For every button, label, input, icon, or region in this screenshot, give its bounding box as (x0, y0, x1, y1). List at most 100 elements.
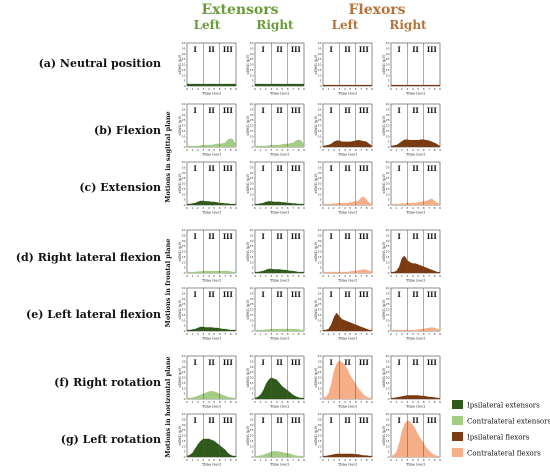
x-tick-label: 5 (349, 87, 351, 91)
y-tick-label: 35 (318, 165, 322, 169)
legend-label-ipsi-flex: Ipsilateral flexors (467, 434, 530, 442)
y-tick-label: 25 (386, 428, 390, 432)
x-tick-label: 0 (186, 274, 188, 278)
x-tick-label: 7 (292, 206, 294, 210)
y-tick-label: 20 (182, 308, 186, 312)
y-axis-label: sEMG (μV) (314, 115, 318, 135)
phase-label: I (262, 358, 265, 367)
y-tick-label: 40 (318, 228, 322, 232)
x-tick-label: 6 (287, 274, 289, 278)
x-tick-label: 1 (327, 400, 329, 404)
x-tick-label: 9 (439, 458, 441, 462)
emg-area-series (255, 139, 304, 147)
y-tick-label: 0 (388, 455, 390, 459)
emg-area-series (391, 420, 440, 457)
x-tick-label: 9 (303, 148, 305, 152)
x-tick-label: 6 (219, 206, 221, 210)
y-tick-label: 15 (386, 313, 390, 317)
x-tick-label: 9 (439, 400, 441, 404)
x-tick-label: 0 (390, 148, 392, 152)
y-tick-label: 10 (250, 73, 254, 77)
y-tick-label: 10 (386, 318, 390, 322)
y-tick-label: 5 (388, 324, 390, 328)
emg-area-series (323, 196, 372, 205)
y-tick-label: 25 (182, 370, 186, 374)
y-tick-label: 25 (318, 370, 322, 374)
y-axis-label: sEMG (μV) (382, 173, 386, 193)
x-tick-label: 4 (344, 400, 346, 404)
x-tick-label: 3 (406, 274, 408, 278)
y-tick-label: 35 (250, 233, 254, 237)
x-axis-label: Time (sec) (202, 279, 222, 283)
x-tick-label: 4 (276, 458, 278, 462)
y-tick-label: 15 (318, 313, 322, 317)
x-tick-label: 2 (401, 87, 403, 91)
phase-label: I (398, 358, 401, 367)
phase-label: I (194, 416, 197, 425)
x-tick-label: 2 (333, 458, 335, 462)
x-tick-label: 7 (360, 400, 362, 404)
phase-label: II (208, 106, 215, 115)
x-tick-label: 3 (202, 332, 204, 336)
legend-swatch-ipsi-flex (452, 432, 463, 441)
x-tick-label: 8 (434, 206, 436, 210)
x-tick-label: 0 (186, 206, 188, 210)
emg-area-series (391, 139, 440, 147)
panel-frame (254, 413, 305, 458)
phase-label: I (330, 232, 333, 241)
y-tick-label: 15 (386, 381, 390, 385)
x-tick-label: 9 (371, 148, 373, 152)
y-tick-label: 5 (320, 79, 322, 83)
x-tick-label: 1 (191, 458, 193, 462)
x-tick-label: 4 (412, 148, 414, 152)
phase-label: II (412, 416, 419, 425)
y-tick-label: 0 (320, 203, 322, 207)
x-tick-label: 4 (344, 458, 346, 462)
phase-label: III (427, 164, 437, 173)
phase-label: III (427, 45, 437, 54)
y-axis-label: sEMG (μV) (178, 299, 182, 319)
emg-area-series (391, 255, 440, 273)
x-tick-label: 4 (208, 87, 210, 91)
x-tick-label: 2 (197, 274, 199, 278)
y-tick-label: 10 (250, 260, 254, 264)
x-tick-label: 6 (355, 148, 357, 152)
y-tick-label: 0 (388, 397, 390, 401)
x-tick-label: 7 (360, 274, 362, 278)
y-tick-label: 15 (250, 313, 254, 317)
phase-label: II (344, 358, 351, 367)
x-tick-label: 5 (349, 148, 351, 152)
x-tick-label: 8 (434, 148, 436, 152)
phase-label: I (262, 416, 265, 425)
phase-label: III (427, 358, 437, 367)
x-tick-label: 4 (344, 87, 346, 91)
y-tick-label: 30 (182, 171, 186, 175)
x-tick-label: 2 (265, 274, 267, 278)
y-axis-label: sEMG (μV) (314, 425, 318, 445)
y-tick-label: 5 (184, 324, 186, 328)
y-tick-label: 35 (250, 291, 254, 295)
x-tick-label: 1 (259, 274, 261, 278)
legend-label-contra-ext: Contralateral extensors (467, 418, 550, 426)
x-tick-label: 1 (259, 148, 261, 152)
phase-label: III (223, 106, 233, 115)
x-tick-label: 1 (395, 148, 397, 152)
y-tick-label: 35 (182, 359, 186, 363)
y-tick-label: 40 (318, 160, 322, 164)
phase-label: II (208, 290, 215, 299)
y-tick-label: 25 (250, 302, 254, 306)
y-axis-label: sEMG (μV) (382, 54, 386, 74)
y-tick-label: 5 (320, 198, 322, 202)
y-tick-label: 20 (182, 376, 186, 380)
emg-area-series (391, 198, 440, 205)
y-tick-label: 30 (182, 297, 186, 301)
y-tick-label: 10 (318, 73, 322, 77)
x-tick-label: 6 (423, 274, 425, 278)
phase-label: III (291, 164, 301, 173)
y-tick-label: 5 (388, 450, 390, 454)
x-tick-label: 7 (360, 148, 362, 152)
